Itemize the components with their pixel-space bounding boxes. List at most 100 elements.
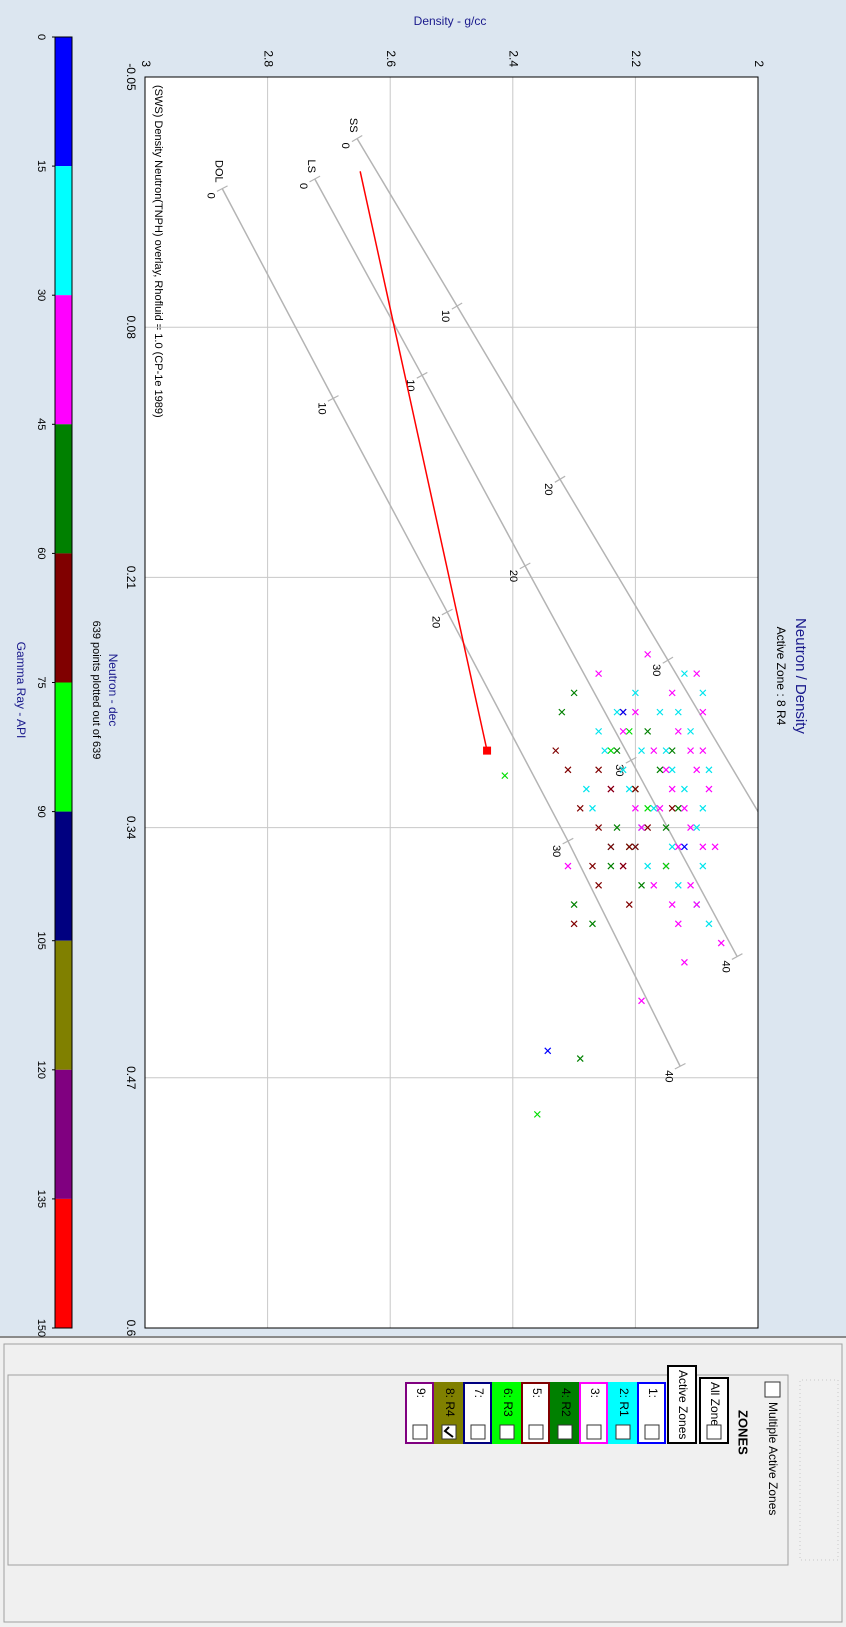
zone-label[interactable]: 3:: [588, 1388, 602, 1398]
data-point: [595, 727, 603, 735]
active-zones-label[interactable]: Active Zones: [676, 1370, 690, 1439]
y-tick-label: 2.6: [384, 50, 398, 67]
zone-label[interactable]: 6: R3: [501, 1388, 515, 1417]
data-point: [631, 708, 639, 716]
data-point: [693, 766, 701, 774]
color-tick-label: 150: [35, 1319, 47, 1337]
porosity-tick: [731, 953, 743, 960]
zones-panel-frame: [3, 1343, 843, 1623]
data-point: [631, 689, 639, 697]
zone-label[interactable]: 4: R2: [559, 1388, 573, 1417]
zone-label[interactable]: 8: R4: [443, 1388, 457, 1417]
data-point: [650, 881, 658, 889]
data-point: [595, 766, 603, 774]
zone-checkbox[interactable]: [499, 1424, 515, 1440]
all-zones-label[interactable]: All Zones: [708, 1382, 722, 1432]
data-point: [625, 901, 633, 909]
data-point: [644, 862, 652, 870]
zone-checkbox[interactable]: [615, 1424, 631, 1440]
porosity-label: 30: [650, 664, 662, 676]
porosity-tick: [309, 175, 321, 183]
points-note: 639 points plotted out of 639: [90, 621, 102, 760]
zone-checkbox[interactable]: [470, 1424, 486, 1440]
data-point: [601, 747, 609, 755]
data-point: [668, 689, 676, 697]
color-segment: [55, 37, 72, 167]
porosity-label: 40: [662, 1070, 674, 1082]
data-point: [662, 747, 670, 755]
data-point: [607, 747, 615, 755]
y-axis-title: Density - g/cc: [414, 14, 487, 28]
data-point: [552, 747, 560, 755]
color-segment: [55, 166, 72, 296]
data-point: [607, 785, 615, 793]
all-zones-checkbox[interactable]: [706, 1424, 722, 1440]
data-point: [638, 824, 645, 832]
zones-title: ZONES: [736, 1410, 751, 1455]
x-tick-label: 0.08: [124, 316, 138, 340]
plot-area: [145, 77, 758, 1328]
y-tick-label: 2.4: [507, 50, 521, 67]
zone-label[interactable]: 9:: [414, 1388, 428, 1398]
data-point: [533, 1110, 541, 1118]
data-point: [576, 1055, 584, 1062]
porosity-tick: [451, 302, 463, 310]
data-point: [589, 920, 596, 928]
porosity-label: 30: [550, 845, 562, 857]
data-point: [607, 843, 615, 851]
data-point: [613, 708, 621, 716]
color-tick-label: 30: [35, 289, 47, 301]
color-segment: [55, 811, 72, 941]
multiple-zones-checkbox[interactable]: [764, 1381, 781, 1398]
zone-label[interactable]: 2: R1: [617, 1388, 631, 1417]
zone-checkbox[interactable]: [528, 1424, 544, 1440]
color-tick-label: 120: [35, 1061, 47, 1079]
porosity-tick: [554, 475, 566, 483]
data-point: [501, 772, 509, 780]
data-point: [705, 766, 713, 774]
porosity-tick: [625, 756, 637, 764]
multiple-zones-label[interactable]: Multiple Active Zones: [766, 1402, 780, 1515]
data-point: [668, 804, 676, 812]
data-point: [607, 862, 615, 870]
zone-checkbox[interactable]: [586, 1424, 602, 1440]
x-tick-label: -0.05: [124, 63, 138, 91]
color-segment: [55, 295, 72, 425]
zone-checkbox[interactable]: [557, 1424, 573, 1440]
data-point: [595, 824, 603, 832]
data-point: [619, 862, 627, 870]
color-segment: [55, 553, 72, 683]
zone-checkbox[interactable]: [412, 1424, 428, 1440]
data-point: [625, 727, 633, 735]
porosity-label: 0: [297, 183, 309, 189]
data-point: [662, 824, 670, 832]
data-point: [693, 670, 701, 678]
data-point: [693, 824, 701, 832]
data-point: [625, 785, 633, 793]
zone-label[interactable]: 5:: [530, 1388, 544, 1398]
zone-checkbox[interactable]: [644, 1424, 660, 1440]
x-tick-label: 0.47: [124, 1066, 138, 1090]
data-point: [681, 958, 688, 966]
data-point: [589, 862, 596, 870]
zone-label[interactable]: 7:: [472, 1388, 486, 1398]
data-point: [619, 708, 627, 716]
active-zones-button[interactable]: [667, 1365, 697, 1444]
color-tick-label: 105: [35, 932, 47, 950]
zone-label[interactable]: 1:: [646, 1388, 660, 1398]
trend-end-marker: [483, 746, 492, 755]
porosity-label: 20: [429, 616, 441, 628]
data-point: [687, 727, 694, 735]
data-point: [711, 843, 719, 851]
data-point: [674, 727, 682, 735]
data-point: [631, 785, 639, 793]
color-tick-label: 45: [35, 418, 47, 430]
color-tick-label: 90: [35, 805, 47, 817]
data-point: [662, 766, 670, 774]
porosity-tick: [674, 1062, 686, 1070]
lithology-name: DOL: [212, 160, 224, 183]
data-point: [699, 804, 707, 812]
data-point: [668, 843, 676, 851]
